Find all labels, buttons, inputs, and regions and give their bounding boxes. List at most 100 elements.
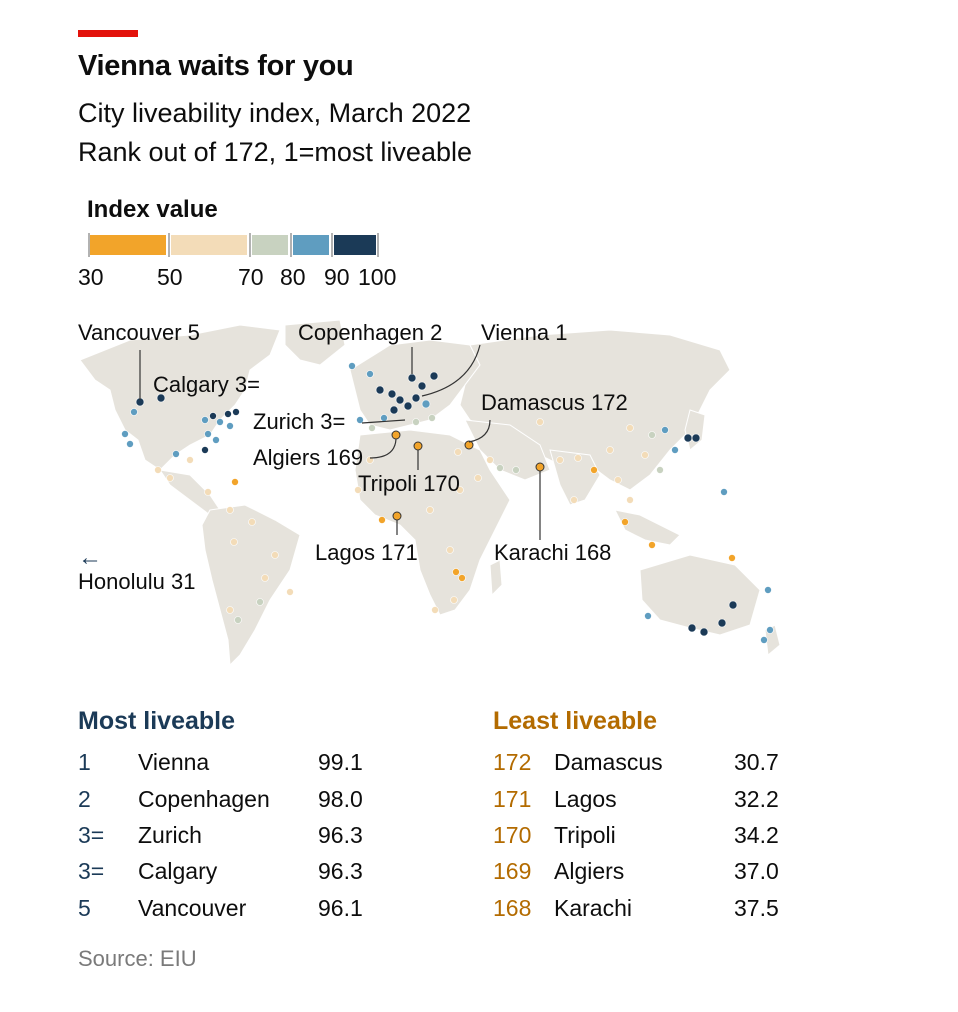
city-dot (570, 496, 578, 504)
city-dot (204, 430, 212, 438)
south-america-landmass (201, 504, 301, 667)
city-dot (621, 518, 629, 526)
legend-tick-90: 90 (324, 264, 350, 290)
leader-vienna (421, 344, 481, 397)
legend-swatch-80-90 (293, 235, 329, 255)
city-dot (209, 412, 217, 420)
chart-subtitle-rank: Rank out of 172, 1=most liveable (78, 137, 472, 167)
city-dot (201, 416, 209, 424)
leader-damascus (468, 419, 491, 443)
label-damascus: Damascus 172 (481, 390, 628, 415)
city-dot (454, 448, 462, 456)
city-dot (691, 433, 701, 443)
city-dot (172, 450, 180, 458)
rank: 3= (78, 822, 105, 848)
label-zurich: Zurich 3= (253, 409, 346, 434)
city-dot (452, 568, 460, 576)
city-dot (375, 385, 385, 395)
value: 96.3 (318, 858, 363, 884)
value: 32.2 (734, 786, 779, 812)
city-dot-damascus (464, 440, 474, 450)
least-liveable-heading: Least liveable (493, 707, 657, 735)
legend-tick-30: 30 (78, 264, 104, 290)
value: 98.0 (318, 786, 363, 812)
value: 37.5 (734, 895, 779, 921)
city-dot (186, 456, 194, 464)
rank: 2 (78, 786, 91, 812)
city-dot (614, 476, 622, 484)
city-dot (606, 446, 614, 454)
city-dot (626, 496, 634, 504)
city-dot (458, 574, 466, 582)
city-dot (121, 430, 129, 438)
legend-swatch-50-70 (171, 235, 247, 255)
legend-title: Index value (87, 196, 218, 223)
city-dot (641, 451, 649, 459)
legend-swatch-90-100 (334, 235, 376, 255)
city-dot (354, 486, 362, 494)
leader-algiers (369, 438, 397, 459)
city-dot (648, 541, 656, 549)
legend-swatch-30-50 (90, 235, 166, 255)
city-dot (226, 506, 234, 514)
city-dot (426, 506, 434, 514)
city-dot (446, 546, 454, 554)
rank: 172 (493, 749, 532, 775)
legend-tick-80: 80 (280, 264, 306, 290)
asia-landmass (459, 329, 731, 491)
city-dot (230, 538, 238, 546)
city-dot (234, 616, 242, 624)
world-map (79, 319, 781, 667)
city: Zurich (138, 822, 202, 848)
value: 99.1 (318, 749, 363, 775)
label-tripoli: Tripoli 170 (358, 471, 460, 496)
value: 30.7 (734, 749, 779, 775)
label-calgary: Calgary 3= (153, 372, 261, 397)
rank: 169 (493, 858, 532, 884)
city-dot (412, 418, 420, 426)
city-dot (644, 612, 652, 620)
city: Copenhagen (138, 786, 270, 812)
greenland-landmass (284, 319, 346, 366)
leader-zurich (361, 419, 406, 424)
southeast-asia-islands (614, 509, 681, 546)
city: Algiers (554, 858, 625, 884)
city: Lagos (554, 786, 617, 812)
city-dot (417, 381, 427, 391)
city-dot (368, 424, 376, 432)
city-dot (486, 456, 494, 464)
arrow-left-icon: ← (78, 544, 102, 571)
rank: 170 (493, 822, 532, 848)
city-dot (387, 389, 397, 399)
city-dot (130, 408, 138, 416)
city-dot (656, 466, 664, 474)
city-dot (154, 466, 162, 474)
city-dot (766, 626, 774, 634)
city-dot (496, 464, 504, 472)
city: Karachi (554, 895, 632, 921)
city: Damascus (554, 749, 663, 775)
city-dot (256, 598, 264, 606)
city-dot (231, 478, 239, 486)
city-dot (226, 606, 234, 614)
city-dot (671, 446, 679, 454)
rank: 1 (78, 749, 91, 775)
rank: 5 (78, 895, 91, 921)
city-dot (699, 627, 709, 637)
legend-swatch-70-80 (252, 235, 288, 255)
australia-landmass (639, 554, 761, 636)
city-dot (683, 433, 693, 443)
source-note: Source: EIU (78, 946, 197, 971)
middle-east-landmass (464, 419, 551, 481)
city-dot (428, 414, 436, 422)
city-dot (395, 395, 405, 405)
city-dot (431, 606, 439, 614)
legend-tick-50: 50 (157, 264, 183, 290)
city-dot (429, 371, 439, 381)
city-dot (212, 436, 220, 444)
city-dot (760, 636, 768, 644)
city-dot (421, 399, 431, 409)
city-dot (356, 416, 364, 424)
city-dot (366, 370, 374, 378)
city-dot (248, 518, 256, 526)
